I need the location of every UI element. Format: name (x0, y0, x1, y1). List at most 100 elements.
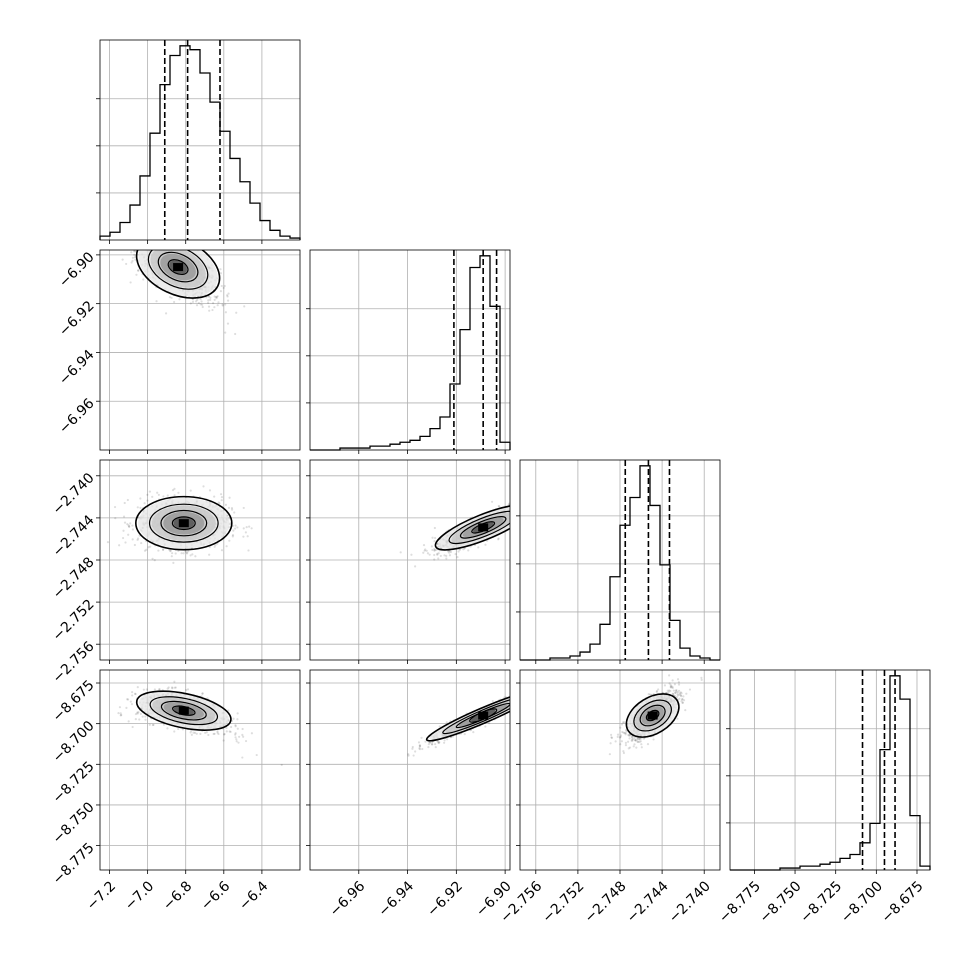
sample-point (134, 692, 137, 695)
sample-point (513, 514, 515, 516)
sample-point (438, 741, 441, 744)
sample-point (521, 698, 523, 700)
joint-grid (310, 670, 510, 870)
sample-point (437, 557, 440, 560)
sample-point (521, 700, 523, 702)
sample-point (221, 304, 224, 307)
sample-point (527, 692, 529, 694)
sample-point (525, 693, 527, 695)
sample-point (144, 715, 147, 718)
sample-point (438, 725, 441, 728)
sample-point (517, 512, 519, 514)
sample-point (445, 721, 448, 724)
sample-point (154, 245, 156, 247)
sample-point (231, 535, 234, 538)
sample-point (524, 508, 526, 510)
sample-point (425, 549, 428, 552)
sample-point (169, 236, 171, 238)
sample-point (515, 507, 517, 509)
sample-point (242, 527, 245, 530)
sample-point (418, 745, 422, 748)
sample-point (427, 746, 430, 749)
sample-point (175, 241, 177, 243)
sample-point (513, 700, 515, 702)
sample-point (512, 509, 514, 511)
sample-point (433, 553, 436, 557)
sample-point (136, 538, 139, 541)
sample-point (161, 245, 163, 247)
sample-point (119, 714, 122, 717)
sample-point (152, 227, 154, 229)
sample-point (163, 243, 165, 245)
sample-point (224, 331, 227, 334)
sample-point (165, 241, 167, 243)
sample-point (638, 740, 641, 744)
sample-point (434, 743, 437, 746)
sample-point (518, 511, 520, 513)
sample-point (171, 552, 174, 555)
sample-point (424, 740, 427, 743)
sample-point (232, 717, 235, 720)
sample-point (484, 543, 487, 546)
sample-point (399, 551, 402, 554)
sample-point (532, 692, 534, 694)
sample-point (199, 303, 202, 306)
sample-point (227, 709, 230, 712)
sample-point (637, 737, 640, 740)
sample-point (516, 703, 518, 705)
sample-point (514, 520, 516, 522)
sample-point (173, 245, 175, 247)
sample-point (516, 695, 518, 697)
sample-point (512, 514, 514, 516)
sample-point (511, 513, 513, 515)
sample-point (241, 756, 244, 759)
sample-point (207, 299, 210, 302)
sample-point (530, 506, 532, 508)
sample-point (131, 256, 134, 259)
histogram-2 (516, 460, 720, 664)
sample-point (237, 741, 240, 744)
sample-point (418, 747, 421, 750)
sample-point (116, 243, 118, 245)
sample-point (472, 731, 475, 734)
sample-point (213, 306, 216, 309)
sample-point (497, 537, 500, 540)
sample-point (149, 235, 151, 237)
sample-point (528, 508, 530, 510)
sample-point (142, 244, 144, 246)
sample-point (227, 292, 230, 295)
sample-point (154, 243, 156, 245)
sample-point (516, 695, 518, 697)
contour-line (147, 250, 209, 290)
sample-point (524, 512, 526, 514)
sample-point (202, 485, 205, 488)
sample-point (234, 736, 237, 739)
sample-point (167, 236, 169, 238)
sample-point (129, 522, 132, 525)
sample-point (520, 506, 522, 508)
sample-point (532, 507, 534, 509)
sample-point (236, 718, 239, 721)
sample-point (436, 553, 439, 556)
sample-point (174, 552, 177, 555)
sample-point (540, 494, 542, 496)
sample-point (241, 727, 244, 731)
sample-point (173, 300, 176, 304)
sample-point (511, 705, 513, 707)
sample-point (525, 697, 527, 699)
sample-point (436, 552, 439, 555)
sample-point (157, 236, 159, 238)
sample-point (190, 243, 192, 245)
sample-point (524, 511, 526, 513)
sample-point (174, 686, 177, 689)
sample-point (498, 505, 501, 508)
sample-point (104, 230, 106, 232)
sample-point (543, 494, 545, 496)
sample-point (426, 552, 430, 555)
sample-point (525, 502, 527, 504)
sample-point (232, 529, 235, 532)
sample-point (513, 697, 515, 699)
sample-point (526, 509, 528, 511)
sample-point (228, 539, 231, 542)
sample-point (669, 685, 672, 688)
